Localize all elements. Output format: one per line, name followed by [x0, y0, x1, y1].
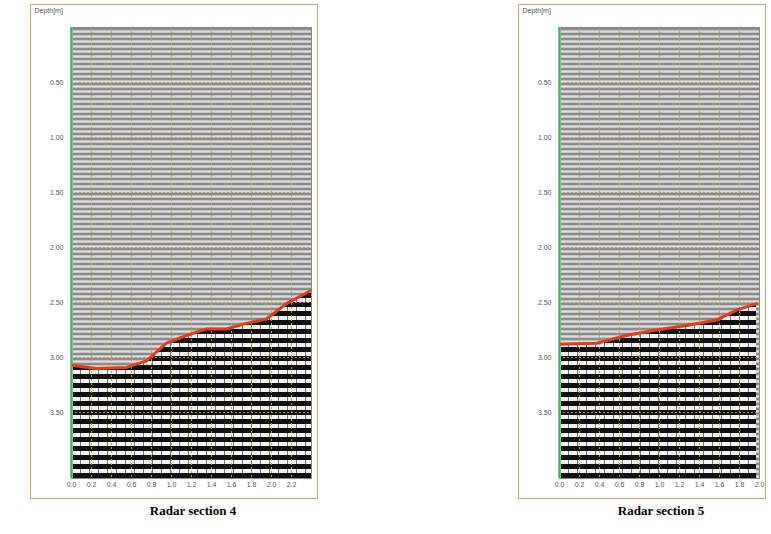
svg-text:3.50: 3.50: [538, 409, 552, 416]
svg-text:1.8: 1.8: [735, 481, 745, 488]
svg-text:3.00: 3.00: [50, 354, 64, 361]
svg-text:3.50: 3.50: [50, 409, 64, 416]
svg-text:2.2: 2.2: [287, 481, 297, 488]
svg-text:0.0: 0.0: [67, 481, 77, 488]
svg-text:0.4: 0.4: [107, 481, 117, 488]
svg-text:1.0: 1.0: [655, 481, 665, 488]
svg-text:0.2: 0.2: [575, 481, 585, 488]
svg-text:1.50: 1.50: [538, 189, 552, 196]
svg-text:Depth[m]: Depth[m]: [523, 7, 551, 15]
svg-text:1.00: 1.00: [50, 134, 64, 141]
svg-text:1.50: 1.50: [50, 189, 64, 196]
svg-text:1.2: 1.2: [675, 481, 685, 488]
svg-text:2.50: 2.50: [50, 299, 64, 306]
svg-text:0.4: 0.4: [595, 481, 605, 488]
svg-text:0.6: 0.6: [127, 481, 137, 488]
svg-text:2.00: 2.00: [50, 244, 64, 251]
svg-text:1.4: 1.4: [207, 481, 217, 488]
svg-text:0.50: 0.50: [538, 79, 552, 86]
svg-text:1.2: 1.2: [187, 481, 197, 488]
svg-text:2.00: 2.00: [538, 244, 552, 251]
svg-text:1.4: 1.4: [695, 481, 705, 488]
html-text:Radar section 5: Radar section 5: [617, 503, 705, 518]
svg-text:1.00: 1.00: [538, 134, 552, 141]
svg-text:0.6: 0.6: [615, 481, 625, 488]
svg-text:1.6: 1.6: [715, 481, 725, 488]
svg-text:2.0: 2.0: [267, 481, 277, 488]
svg-text:0.50: 0.50: [50, 79, 64, 86]
html-text:Radar section 4: Radar section 4: [149, 503, 237, 518]
svg-text:0.8: 0.8: [635, 481, 645, 488]
svg-text:0.0: 0.0: [555, 481, 565, 488]
svg-text:1.8: 1.8: [247, 481, 257, 488]
svg-text:2.50: 2.50: [538, 299, 552, 306]
svg-text:Depth[m]: Depth[m]: [35, 7, 63, 15]
svg-text:1.0: 1.0: [167, 481, 177, 488]
svg-text:2.0: 2.0: [755, 481, 765, 488]
svg-text:3.00: 3.00: [538, 354, 552, 361]
svg-text:0.2: 0.2: [87, 481, 97, 488]
svg-text:1.6: 1.6: [227, 481, 237, 488]
svg-text:0.8: 0.8: [147, 481, 157, 488]
